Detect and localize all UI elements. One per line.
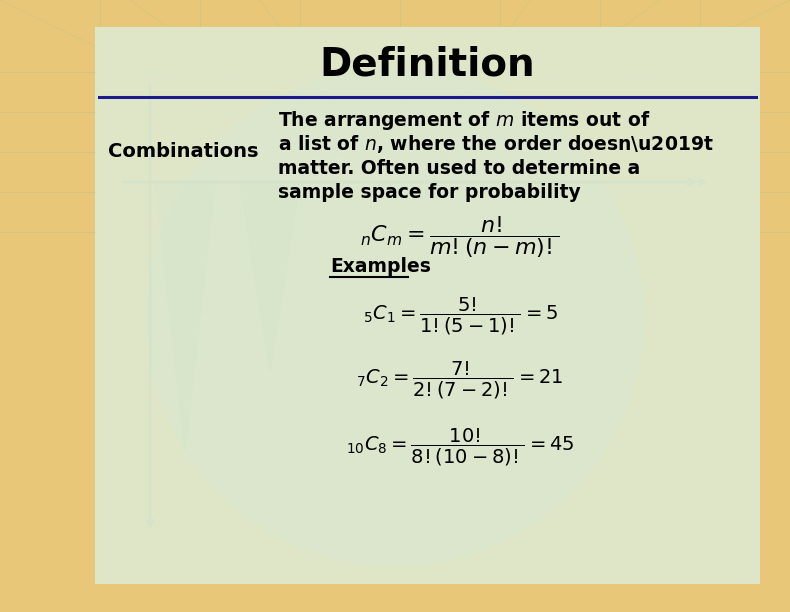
Text: $_{10} C_8 = \dfrac{10!}{8!(10-8)!} = 45$: $_{10} C_8 = \dfrac{10!}{8!(10-8)!} = 45… bbox=[346, 427, 574, 468]
FancyBboxPatch shape bbox=[95, 27, 760, 584]
Polygon shape bbox=[240, 182, 300, 372]
Text: $_n C_m = \dfrac{n!}{m!(n-m)!}$: $_n C_m = \dfrac{n!}{m!(n-m)!}$ bbox=[360, 214, 560, 260]
Circle shape bbox=[147, 69, 643, 565]
Text: Combinations: Combinations bbox=[108, 142, 258, 161]
Text: Examples: Examples bbox=[330, 257, 431, 276]
Text: Definition: Definition bbox=[320, 45, 536, 83]
Text: a list of $\mathbf{\mathit{n}}$, where the order doesn\u2019t: a list of $\mathbf{\mathit{n}}$, where t… bbox=[278, 133, 713, 155]
Text: The arrangement of $\mathbf{\mathit{m}}$ items out of: The arrangement of $\mathbf{\mathit{m}}$… bbox=[278, 108, 650, 132]
Text: $_7 C_2 = \dfrac{7!}{2!(7-2)!} = 21$: $_7 C_2 = \dfrac{7!}{2!(7-2)!} = 21$ bbox=[356, 359, 563, 400]
Text: matter. Often used to determine a: matter. Often used to determine a bbox=[278, 159, 640, 177]
Polygon shape bbox=[155, 182, 215, 452]
Text: $_5 C_1 = \dfrac{5!}{1!(5-1)!} = 5$: $_5 C_1 = \dfrac{5!}{1!(5-1)!} = 5$ bbox=[363, 296, 558, 337]
Text: sample space for probability: sample space for probability bbox=[278, 182, 581, 201]
